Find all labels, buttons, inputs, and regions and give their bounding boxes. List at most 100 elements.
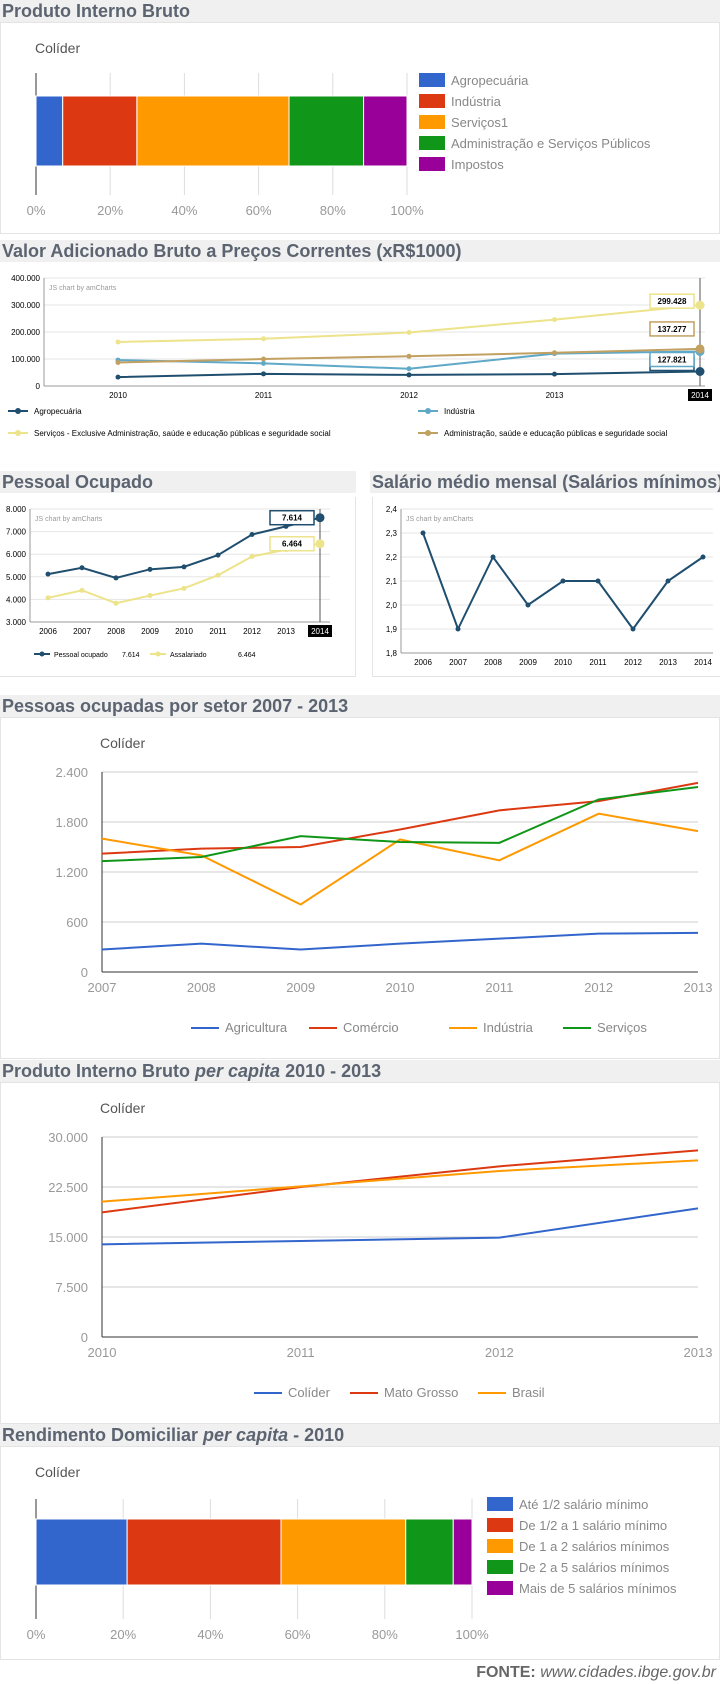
series-line	[101, 1149, 699, 1214]
chart-title: Colíder	[100, 1100, 145, 1116]
data-point	[552, 350, 557, 356]
y-tick-label: 3.000	[6, 618, 27, 627]
x-tick-label: 2010	[554, 658, 572, 667]
bar-segment	[363, 95, 408, 167]
x-tick-label: 2009	[141, 627, 159, 636]
data-point	[249, 553, 255, 559]
y-tick-label: 400.000	[11, 274, 40, 283]
series-line	[47, 542, 321, 605]
setor-chart: Colíder 0 600 1.200 1.800 2.400 2007 2008 2009 20…	[55, 735, 712, 1035]
data-point	[115, 374, 121, 380]
percapita-heading-em: per capita	[195, 1061, 281, 1081]
series-line	[117, 304, 701, 343]
data-point	[115, 339, 121, 345]
x-tick-label: 2010	[109, 391, 127, 400]
series-line	[101, 1207, 699, 1246]
data-point	[215, 572, 221, 578]
percapita-heading-main: Produto Interno Bruto	[2, 1061, 190, 1081]
x-tick-label: 20%	[110, 1627, 136, 1642]
y-tick-label: 0	[81, 1330, 88, 1345]
x-tick-label: 2008	[484, 658, 502, 667]
percapita-panel: Colíder 0 7.500 15.000 22.500 30.000 2010 2011 2…	[0, 1082, 720, 1424]
x-tick-label: 2013	[546, 391, 564, 400]
bar-segment	[35, 1518, 128, 1586]
bar-segment	[280, 1518, 407, 1586]
percapita-heading-tail: 2010 - 2013	[285, 1061, 382, 1081]
data-point	[79, 587, 85, 593]
x-tick-label: 2006	[414, 658, 432, 667]
data-point	[261, 336, 266, 342]
legend-label: De 1/2 a 1 salário mínimo	[519, 1518, 667, 1533]
rendimento-heading: Rendimento Domiciliar per capita - 2010	[0, 1424, 720, 1446]
x-tick-label: 2013	[684, 1345, 713, 1360]
x-tick-label: 60%	[285, 1627, 311, 1642]
rendimento-heading-main: Rendimento Domiciliar	[2, 1425, 199, 1445]
y-tick-label: 300.000	[11, 301, 40, 310]
salario-heading: Salário médio mensal (Salários mínimos)	[370, 471, 720, 493]
data-point	[261, 356, 266, 362]
source-link[interactable]: www.cidades.ibge.gov.br	[540, 1664, 716, 1681]
data-point	[147, 566, 153, 572]
x-tick-label: 0%	[27, 1627, 46, 1642]
x-tick-label: 2011	[255, 391, 273, 400]
cursor-label: 2014	[691, 391, 709, 400]
legend-label: Administração, saúde e educação públicas…	[444, 429, 667, 438]
series-line	[101, 931, 699, 951]
x-tick-label: 2011	[485, 980, 513, 995]
y-tick-label: 2.400	[55, 765, 88, 780]
value-balloon-label: 299.428	[658, 297, 687, 306]
data-point	[406, 353, 412, 359]
y-tick-label: 2,0	[386, 601, 398, 610]
data-point	[700, 554, 706, 560]
x-tick-label: 2009	[286, 980, 315, 995]
legend-swatch	[419, 94, 445, 108]
y-tick-label: 1.200	[55, 865, 88, 880]
legend-value: 6.464	[238, 652, 256, 659]
value-balloon-label: 137.277	[658, 325, 687, 334]
cursor-label: 2014	[311, 627, 329, 636]
legend-swatch	[419, 115, 445, 129]
legend-swatch	[487, 1581, 513, 1595]
legend-label: Agricultura	[225, 1020, 288, 1035]
cursor-badge	[688, 389, 712, 401]
x-tick-label: 20%	[97, 203, 123, 218]
rendimento-heading-tail: - 2010	[293, 1425, 345, 1445]
legend-label: Brasil	[512, 1385, 545, 1400]
pessoal-panel: 3.000 4.000 5.000 6.000 7.000 8.000 JS chart b…	[0, 497, 356, 677]
data-point	[695, 344, 705, 354]
chart-title: Colíder	[100, 735, 145, 751]
x-tick-label: 2008	[187, 980, 216, 995]
data-point	[420, 530, 426, 536]
value-balloon	[649, 351, 695, 368]
data-point	[181, 585, 187, 591]
data-point	[406, 330, 412, 336]
series-line	[101, 812, 699, 906]
legend-swatch	[487, 1560, 513, 1574]
legend-label: Até 1/2 salário mínimo	[519, 1497, 648, 1512]
legend-label: Agropecuária	[451, 73, 529, 88]
vab-heading: Valor Adicionado Bruto a Preços Corrente…	[0, 240, 720, 262]
legend-label: Serviços	[597, 1020, 647, 1035]
source-footer: FONTE: www.cidades.ibge.gov.br	[476, 1664, 716, 1682]
x-tick-label: 2010	[175, 627, 193, 636]
x-tick-label: 2006	[39, 627, 57, 636]
setor-panel: Colíder 0 600 1.200 1.800 2.400 2007 2008 2009 20…	[0, 717, 720, 1059]
bar-segment	[35, 95, 64, 167]
y-tick-label: 7.000	[6, 528, 27, 537]
y-tick-label: 0	[81, 965, 88, 980]
setor-heading: Pessoas ocupadas por setor 2007 - 2013	[0, 695, 720, 717]
salario-panel: 1,8 1,9 2,0 2,1 2,2 2,3 2,4 JS chart by amChart…	[372, 497, 720, 677]
y-tick-label: 2,1	[386, 577, 398, 586]
y-tick-label: 600	[66, 915, 88, 930]
x-tick-label: 2007	[449, 658, 467, 667]
legend-label: Colíder	[288, 1385, 331, 1400]
data-point	[595, 578, 601, 584]
data-point	[249, 532, 255, 538]
series-line	[101, 786, 699, 863]
legend-swatch	[419, 73, 445, 87]
x-tick-label: 2014	[694, 658, 712, 667]
data-point	[215, 552, 221, 558]
x-tick-label: 40%	[171, 203, 197, 218]
legend-label: Agropecuária	[34, 407, 82, 416]
legend-label: De 1 a 2 salários mínimos	[519, 1539, 670, 1554]
